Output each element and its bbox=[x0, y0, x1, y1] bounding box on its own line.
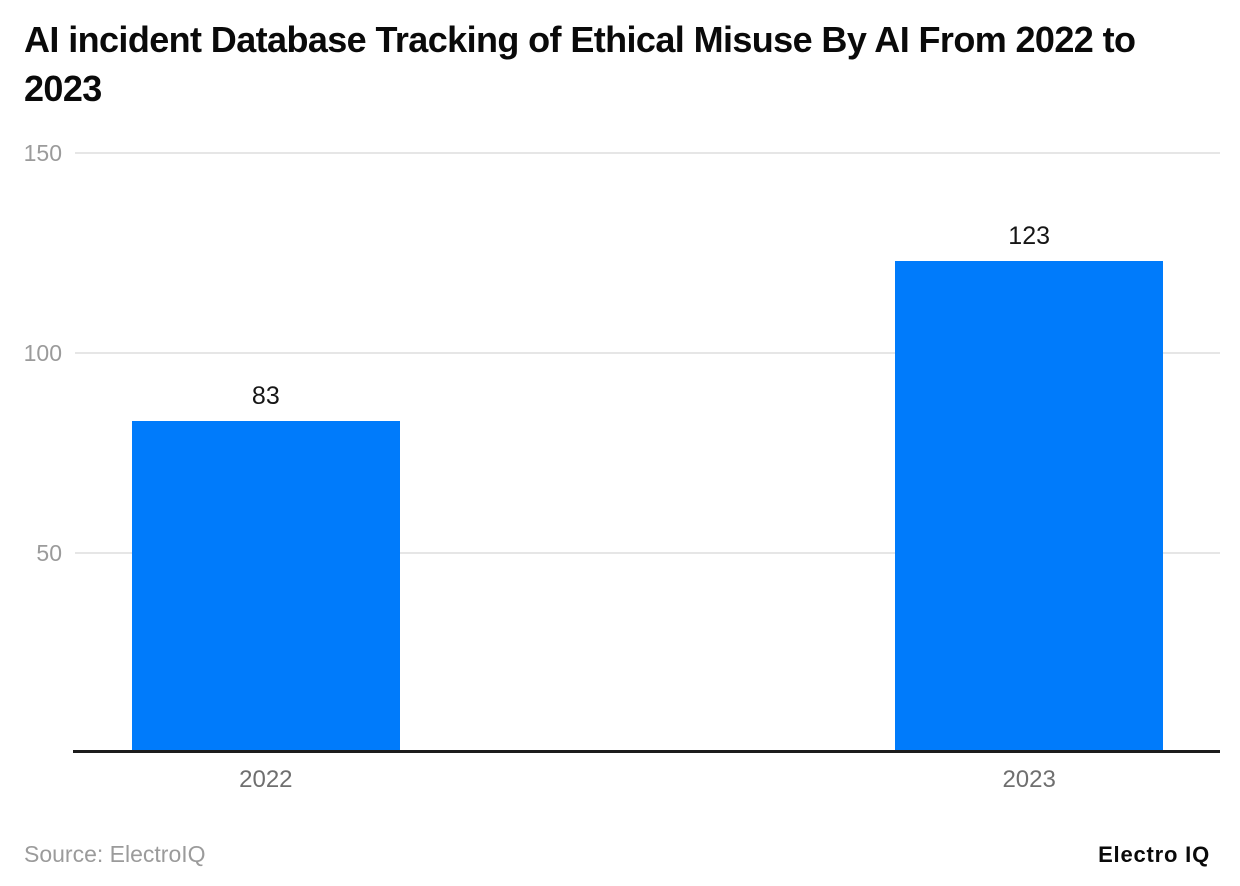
y-tick-label: 100 bbox=[23, 340, 62, 366]
chart-title: AI incident Database Tracking of Ethical… bbox=[24, 19, 1136, 109]
source-note: Source: ElectroIQ bbox=[24, 841, 206, 867]
bar-2023[interactable] bbox=[895, 261, 1164, 750]
x-axis-line bbox=[73, 750, 1220, 753]
y-tick-label: 150 bbox=[23, 140, 62, 166]
gridline bbox=[75, 152, 1220, 154]
bar-value-label: 83 bbox=[251, 382, 280, 410]
gridline bbox=[75, 552, 1220, 554]
y-tick-label: 50 bbox=[36, 540, 62, 566]
x-tick-label: 2022 bbox=[239, 766, 293, 793]
plot-area: 83 123 bbox=[73, 152, 1220, 753]
brand-logo: Electro IQ bbox=[1098, 842, 1210, 867]
bar-value-label: 123 bbox=[1008, 222, 1051, 250]
gridline bbox=[75, 352, 1220, 354]
bar-2022[interactable] bbox=[131, 421, 400, 750]
x-tick-label: 2023 bbox=[1002, 766, 1056, 793]
